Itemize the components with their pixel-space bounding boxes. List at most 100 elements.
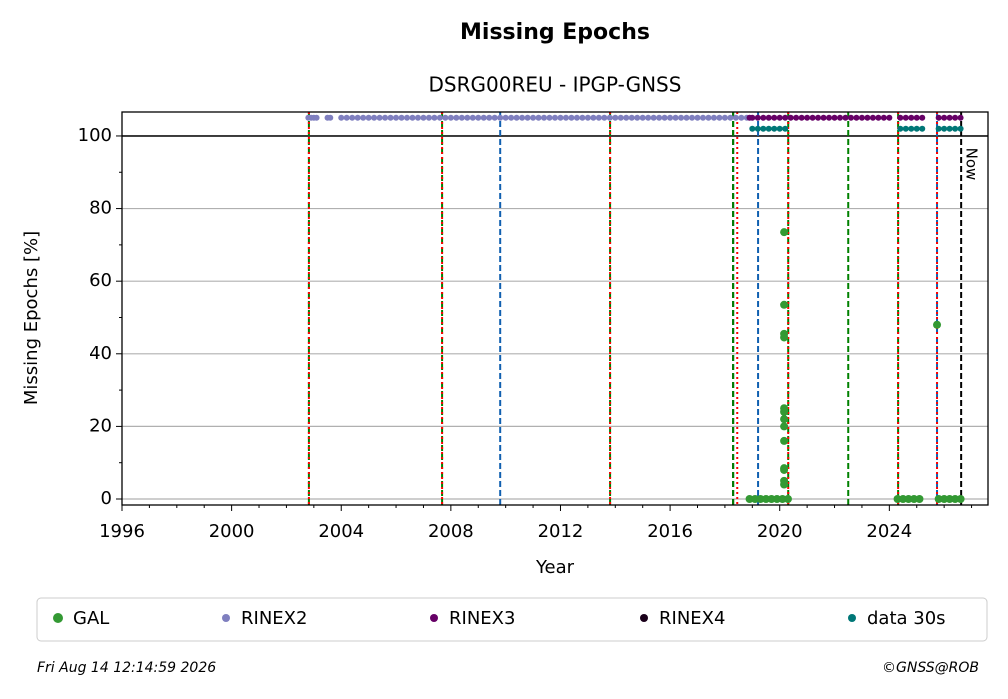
data-point — [502, 114, 509, 121]
chart-subtitle: DSRG00REU - IPGP-GNSS — [429, 73, 682, 97]
data-point — [745, 495, 754, 504]
data-point — [780, 228, 789, 237]
data-point — [365, 114, 372, 121]
data-point — [956, 495, 965, 504]
data-point — [919, 114, 926, 121]
x-axis-label: Year — [535, 557, 575, 578]
data-point — [508, 114, 515, 121]
data-point — [904, 495, 913, 504]
data-point — [809, 114, 816, 121]
data-point — [425, 114, 432, 121]
data-point — [804, 114, 811, 121]
data-point — [897, 114, 904, 121]
data-point — [376, 114, 383, 121]
footer-credit: ©GNSS@ROB — [882, 660, 979, 676]
legend-label: RINEX2 — [241, 608, 307, 629]
data-point — [732, 114, 739, 121]
data-point — [934, 495, 943, 504]
data-point — [562, 114, 569, 121]
data-point — [519, 114, 526, 121]
y-tick-label: 0 — [101, 488, 112, 509]
data-point — [780, 465, 789, 474]
x-tick-label: 2012 — [538, 521, 584, 542]
data-point — [908, 125, 915, 132]
data-point — [420, 114, 427, 121]
data-point — [557, 114, 564, 121]
data-point — [414, 114, 421, 121]
data-point — [382, 114, 389, 121]
legend-label: GAL — [73, 608, 109, 629]
data-point — [667, 114, 674, 121]
data-point — [897, 125, 904, 132]
data-point — [765, 125, 772, 132]
data-point — [683, 114, 690, 121]
data-point — [902, 125, 909, 132]
data-point — [447, 114, 454, 121]
legend-marker — [430, 614, 438, 622]
data-point — [864, 114, 871, 121]
data-point — [780, 436, 789, 445]
data-point — [650, 114, 657, 121]
data-point — [606, 114, 613, 121]
data-point — [458, 114, 465, 121]
data-point — [738, 114, 745, 121]
data-point — [754, 125, 761, 132]
data-point — [313, 114, 320, 121]
data-point — [776, 125, 783, 132]
y-tick-label: 20 — [89, 415, 112, 436]
data-point — [601, 114, 608, 121]
data-point — [908, 114, 915, 121]
data-point — [853, 114, 860, 121]
data-point — [354, 114, 361, 121]
data-point — [694, 114, 701, 121]
data-point — [933, 320, 942, 329]
data-point — [393, 114, 400, 121]
data-point — [952, 125, 959, 132]
event-label: Now — [963, 148, 981, 181]
x-tick-label: 2008 — [428, 521, 474, 542]
data-point — [661, 114, 668, 121]
data-point — [826, 114, 833, 121]
data-point — [771, 125, 778, 132]
data-point — [541, 114, 548, 121]
x-tick-label: 2024 — [866, 521, 912, 542]
data-point — [568, 114, 575, 121]
data-point — [776, 114, 783, 121]
data-point — [951, 495, 960, 504]
data-point — [760, 125, 767, 132]
legend-marker — [640, 614, 648, 622]
data-point — [767, 495, 776, 504]
data-point — [464, 114, 471, 121]
data-point — [612, 114, 619, 121]
y-tick-label: 40 — [89, 343, 112, 364]
data-point — [780, 407, 789, 416]
data-point — [634, 114, 641, 121]
data-point — [787, 114, 794, 121]
data-point — [780, 415, 789, 424]
data-point — [699, 114, 706, 121]
data-point — [486, 114, 493, 121]
data-point — [343, 114, 350, 121]
data-point — [780, 422, 789, 431]
data-point — [935, 125, 942, 132]
data-point — [716, 114, 723, 121]
data-point — [793, 114, 800, 121]
data-point — [941, 125, 948, 132]
chart-title: Missing Epochs — [460, 20, 650, 45]
data-point — [946, 125, 953, 132]
data-point — [360, 114, 367, 121]
y-axis-label: Missing Epochs [%] — [21, 231, 42, 405]
data-point — [783, 495, 792, 504]
data-point — [858, 114, 865, 121]
data-point — [935, 114, 942, 121]
data-point — [751, 495, 760, 504]
x-tick-label: 2000 — [209, 521, 255, 542]
data-point — [672, 114, 679, 121]
data-point — [579, 114, 586, 121]
data-point — [957, 114, 964, 121]
data-point — [497, 114, 504, 121]
data-point — [678, 114, 685, 121]
data-point — [584, 114, 591, 121]
y-tick-label: 80 — [89, 198, 112, 219]
